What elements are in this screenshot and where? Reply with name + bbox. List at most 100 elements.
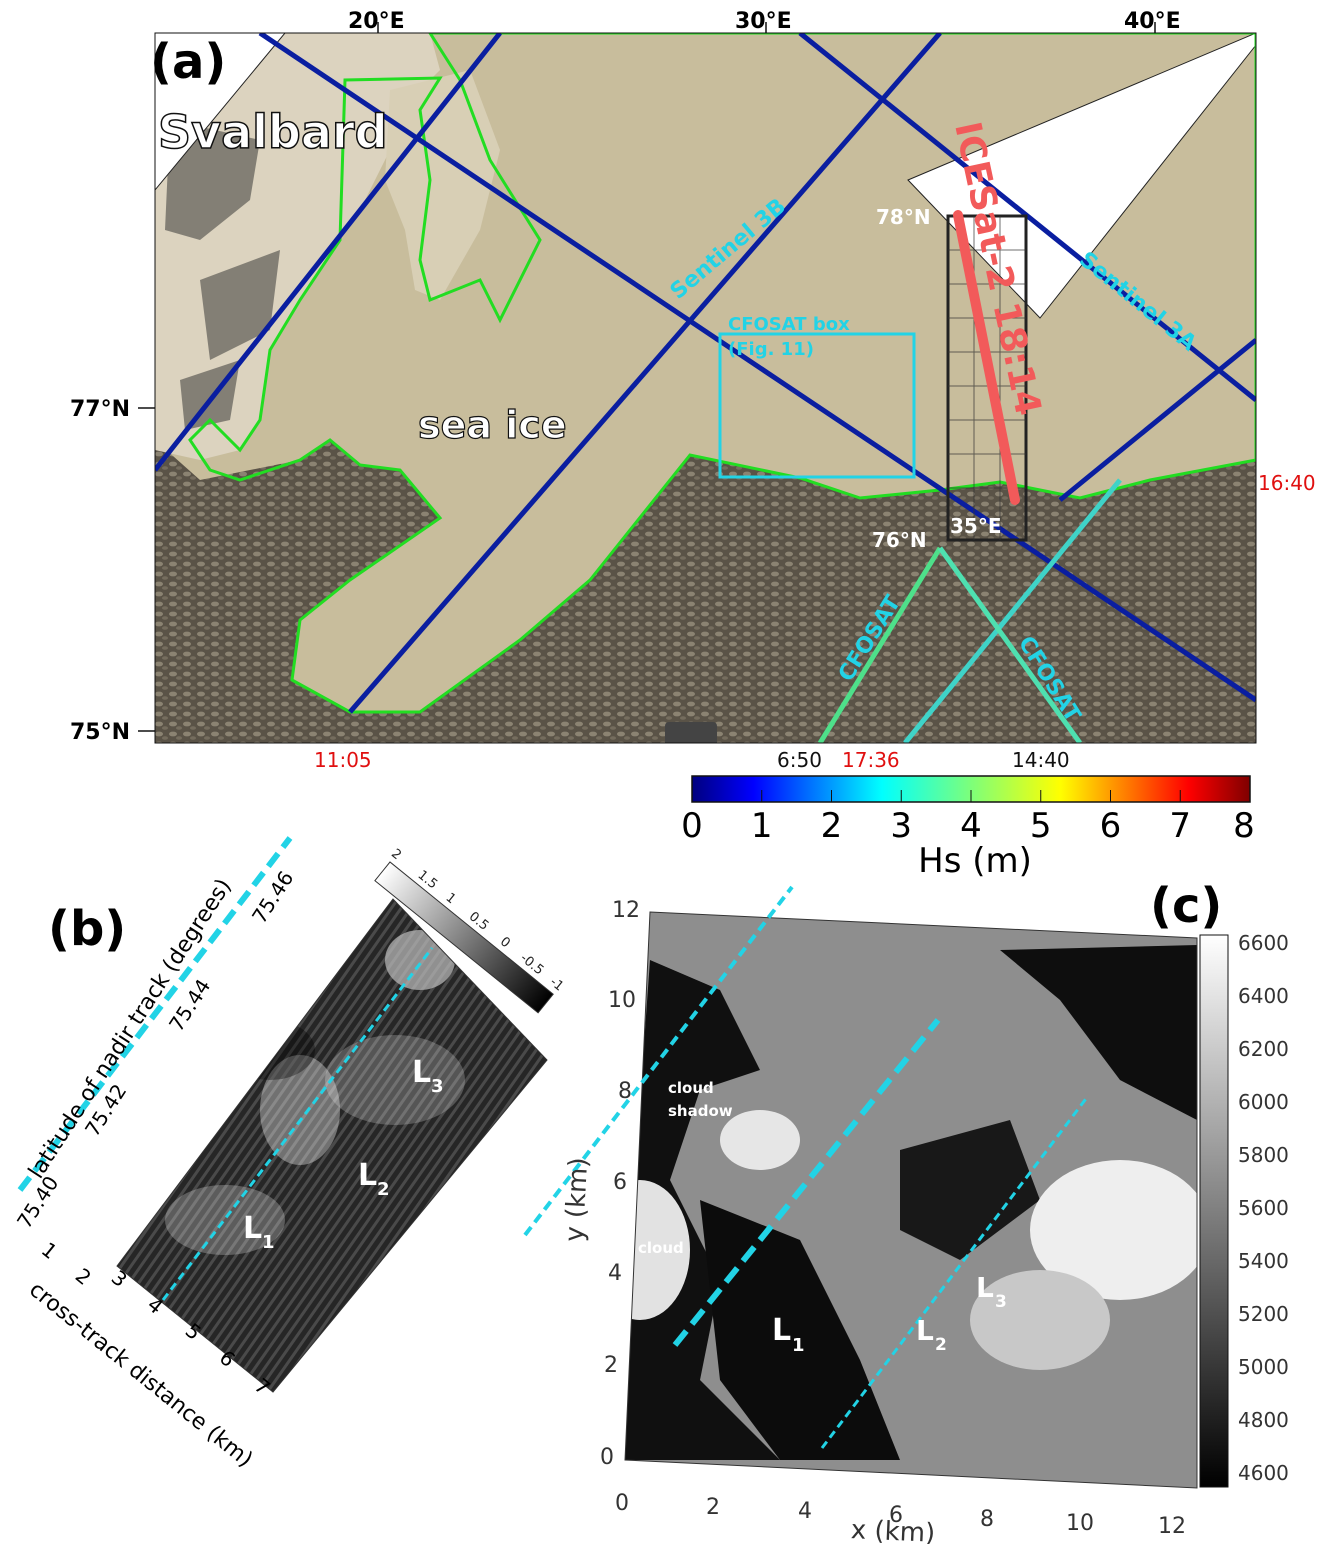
lon-tick-20E: 20°E bbox=[348, 9, 405, 34]
cfosat-box-label: CFOSAT box bbox=[728, 314, 850, 335]
hs-tick-4: 4 bbox=[960, 806, 982, 846]
track-s3a-2 bbox=[1058, 338, 1256, 502]
panel-b: (b) latitude of nadir track (degrees) 75… bbox=[12, 836, 566, 1473]
hs-tick-0: 0 bbox=[681, 806, 703, 846]
colorbar-c-gradient bbox=[1199, 934, 1229, 1488]
cloud-shadow-c3 bbox=[1000, 945, 1197, 1120]
track-cfosat-1 bbox=[903, 478, 1122, 743]
cloud-c4 bbox=[970, 1270, 1110, 1370]
lon-tick-30E: 30°E bbox=[735, 9, 792, 34]
colorbar-b-gradient bbox=[374, 861, 554, 1014]
track-s3-a bbox=[155, 33, 502, 472]
lat-tick-77N: 77°N bbox=[70, 397, 130, 422]
c-xtick-10: 10 bbox=[1066, 1511, 1094, 1536]
cfosat-box bbox=[718, 332, 916, 479]
hs-tick-5: 5 bbox=[1030, 806, 1052, 846]
panel-a-frame bbox=[154, 32, 1257, 744]
panel-a-map: (a) Svalbard sea ice 20°E 30°E 40°E 77°N… bbox=[70, 9, 1316, 772]
cb-c-5600: 5600 bbox=[1238, 1196, 1289, 1220]
hs-tick-7: 7 bbox=[1169, 806, 1191, 846]
annotation-cloud: cloud bbox=[638, 1239, 684, 1257]
cb-c-4800: 4800 bbox=[1238, 1408, 1289, 1432]
feature-b-l3: L bbox=[412, 1055, 431, 1090]
cb-c-6000: 6000 bbox=[1238, 1090, 1289, 1114]
c-ytick-6: 6 bbox=[613, 1170, 627, 1195]
annotation-cloud-shadow-1: cloud bbox=[668, 1079, 714, 1097]
bright-patch-b4 bbox=[165, 1185, 285, 1255]
panel-c-frame bbox=[624, 911, 1198, 1489]
cloud-c2 bbox=[720, 1110, 800, 1170]
inset-lat-78N: 78°N bbox=[876, 205, 931, 229]
time-1736: 17:36 bbox=[842, 748, 900, 772]
cloud-shadow-c4 bbox=[900, 1120, 1040, 1260]
lat-axis-line-b bbox=[17, 836, 293, 1192]
cb-c-6400: 6400 bbox=[1238, 984, 1289, 1008]
c-xtick-2: 2 bbox=[706, 1495, 720, 1520]
hs-tick-6: 6 bbox=[1100, 806, 1122, 846]
feature-c-l1: L bbox=[772, 1313, 791, 1348]
c-xtick-12: 12 bbox=[1158, 1514, 1186, 1539]
c-ytick-12: 12 bbox=[612, 898, 640, 923]
hs-tick-2: 2 bbox=[821, 806, 843, 846]
offset-track-c bbox=[523, 885, 794, 1237]
cb-c-5800: 5800 bbox=[1238, 1143, 1289, 1167]
feature-c-l2: L bbox=[916, 1314, 934, 1347]
feature-c-l3-sub: 3 bbox=[995, 1292, 1007, 1312]
feature-b-l1: L bbox=[243, 1211, 262, 1246]
cb-b-tick-2: 2 bbox=[388, 846, 404, 863]
cb-c-6200: 6200 bbox=[1238, 1037, 1289, 1061]
c-xtick-0: 0 bbox=[615, 1491, 629, 1516]
inset-lon-35E: 35°E bbox=[950, 514, 1002, 538]
nadir-track-b bbox=[161, 947, 434, 1301]
time-650: 6:50 bbox=[777, 748, 822, 772]
feature-c-l2-sub: 2 bbox=[935, 1335, 947, 1355]
sea-ice-label: sea ice bbox=[418, 403, 567, 447]
parallel-track-c bbox=[820, 1095, 1090, 1449]
bright-patch-b3 bbox=[325, 1035, 465, 1125]
feature-b-l2-sub: 2 bbox=[377, 1179, 390, 1200]
cloud-c1 bbox=[1030, 1160, 1197, 1300]
cloud-c3 bbox=[625, 1180, 690, 1320]
panel-c: (c) cloud shadow cloud L 1 L 2 L 3 bbox=[523, 878, 1289, 1544]
icesat-inset-box bbox=[946, 214, 1028, 542]
cross-tick-3: 3 bbox=[107, 1265, 132, 1292]
c-xtick-6: 6 bbox=[889, 1503, 903, 1528]
track-s3b-ascending bbox=[348, 33, 942, 714]
time-1440: 14:40 bbox=[1012, 748, 1070, 772]
track-s3a bbox=[798, 33, 1256, 402]
lat-tick-7546: 75.46 bbox=[247, 867, 298, 928]
c-ytick-10: 10 bbox=[608, 988, 636, 1013]
nadir-track-c bbox=[672, 1018, 941, 1347]
svalbard-label: Svalbard bbox=[158, 105, 388, 159]
inset-lat-76N: 76°N bbox=[872, 528, 927, 552]
panel-b-label: (b) bbox=[48, 901, 126, 957]
panel-b-frame bbox=[116, 898, 548, 1393]
lon-tick-40E: 40°E bbox=[1124, 9, 1181, 34]
annotation-cloud-shadow-2: shadow bbox=[668, 1102, 733, 1120]
cross-tick-4: 4 bbox=[143, 1292, 168, 1319]
hs-tick-1: 1 bbox=[751, 806, 773, 846]
cfosat-box-fig: (Fig. 11) bbox=[728, 339, 814, 360]
time-1105: 11:05 bbox=[314, 748, 372, 772]
feature-b-l3-sub: 3 bbox=[431, 1076, 444, 1097]
dark-patch-b1 bbox=[225, 1020, 315, 1080]
cb-c-4600: 4600 bbox=[1238, 1461, 1289, 1485]
cloud-shadow-c2 bbox=[700, 1200, 900, 1460]
track-s3b-descending bbox=[258, 33, 1256, 703]
icesat-track bbox=[953, 210, 1020, 505]
cb-c-5200: 5200 bbox=[1238, 1302, 1289, 1326]
feature-c-l3: L bbox=[976, 1271, 994, 1304]
panel-c-label: (c) bbox=[1150, 878, 1222, 934]
c-ytick-0: 0 bbox=[600, 1445, 614, 1470]
lat-tick-75N: 75°N bbox=[70, 720, 130, 745]
hs-tick-8: 8 bbox=[1233, 806, 1255, 846]
cloud-shadow-c1 bbox=[625, 960, 780, 1460]
feature-b-l2: L bbox=[358, 1158, 377, 1193]
cross-tick-1: 1 bbox=[37, 1237, 62, 1264]
hs-colorbar-label: Hs (m) bbox=[918, 841, 1032, 881]
cross-tick-2: 2 bbox=[71, 1263, 96, 1290]
time-1640: 16:40 bbox=[1258, 471, 1316, 495]
small-marker bbox=[665, 722, 717, 743]
c-xtick-8: 8 bbox=[980, 1507, 994, 1532]
c-xlabel: x (km) bbox=[850, 1515, 936, 1544]
